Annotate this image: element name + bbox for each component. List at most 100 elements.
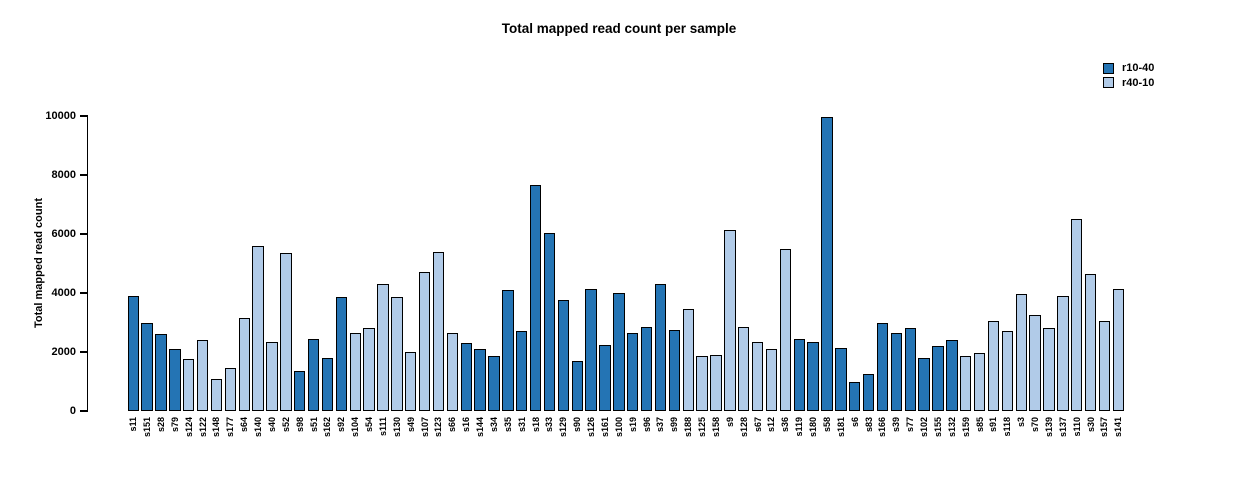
bar-s180 bbox=[807, 341, 819, 411]
x-tick-label-s31: s31 bbox=[516, 417, 527, 433]
bar-s137 bbox=[1057, 295, 1069, 411]
x-tick-label-s18: s18 bbox=[530, 417, 541, 433]
x-tick-label-s3: s3 bbox=[1016, 417, 1027, 428]
bar-s30 bbox=[1084, 273, 1097, 411]
y-tick-label: 8000 bbox=[51, 168, 76, 181]
x-tick-label-s30: s30 bbox=[1085, 417, 1096, 433]
x-tick-label-s125: s125 bbox=[697, 417, 708, 438]
x-tick-label-s100: s100 bbox=[613, 417, 624, 438]
x-tick-label-s157: s157 bbox=[1099, 417, 1110, 438]
x-tick-label-s12: s12 bbox=[766, 417, 777, 433]
bar-s9 bbox=[724, 229, 736, 411]
bar-s141 bbox=[1112, 288, 1125, 411]
x-tick-label-s130: s130 bbox=[391, 417, 402, 438]
bar-s124 bbox=[183, 359, 195, 411]
x-tick-label-s148: s148 bbox=[211, 417, 222, 438]
x-tick-label-s35: s35 bbox=[502, 417, 513, 433]
bar-s177 bbox=[224, 368, 237, 411]
x-tick-label-s83: s83 bbox=[863, 417, 874, 433]
legend-item-r40-10: r40-10 bbox=[1103, 76, 1154, 91]
bar-s40 bbox=[266, 341, 278, 411]
x-tick-label-s91: s91 bbox=[988, 417, 999, 433]
y-axis-title: Total mapped read count bbox=[33, 198, 45, 328]
bar-s188 bbox=[682, 309, 694, 411]
bar-s34 bbox=[488, 356, 500, 411]
y-tick-mark bbox=[80, 115, 87, 117]
x-tick-label-s151: s151 bbox=[142, 417, 153, 438]
y-tick-mark bbox=[80, 174, 87, 176]
x-tick-label-s64: s64 bbox=[239, 417, 250, 433]
bar-s11 bbox=[127, 295, 139, 411]
bar-s148 bbox=[210, 378, 223, 411]
x-tick-label-s137: s137 bbox=[1057, 417, 1068, 438]
x-tick-label-s49: s49 bbox=[405, 417, 416, 433]
x-tick-label-s90: s90 bbox=[572, 417, 583, 433]
y-tick-label: 10000 bbox=[45, 109, 76, 122]
x-tick-label-s39: s39 bbox=[891, 417, 902, 433]
x-tick-label-s92: s92 bbox=[336, 417, 347, 433]
x-tick-label-s102: s102 bbox=[919, 417, 930, 438]
bar-s129 bbox=[557, 300, 570, 411]
x-tick-label-s70: s70 bbox=[1030, 417, 1041, 433]
legend-label-r10-40: r10-40 bbox=[1122, 62, 1155, 75]
legend-swatch-r40-10 bbox=[1103, 77, 1114, 89]
x-tick-label-s139: s139 bbox=[1043, 417, 1054, 438]
x-tick-label-s155: s155 bbox=[932, 417, 943, 438]
chart-title: Total mapped read count per sample bbox=[501, 21, 737, 36]
x-tick-label-s40: s40 bbox=[266, 417, 277, 433]
bar-s107 bbox=[418, 272, 431, 411]
x-tick-label-s161: s161 bbox=[599, 417, 610, 438]
x-tick-label-s140: s140 bbox=[253, 417, 264, 438]
x-tick-label-s58: s58 bbox=[821, 417, 832, 433]
x-tick-label-s96: s96 bbox=[641, 417, 652, 433]
bar-s66 bbox=[446, 332, 459, 411]
bar-s16 bbox=[460, 343, 472, 411]
bar-s96 bbox=[640, 326, 653, 411]
x-tick-label-s166: s166 bbox=[877, 417, 888, 438]
x-tick-label-s52: s52 bbox=[280, 417, 291, 433]
x-tick-label-s104: s104 bbox=[350, 417, 361, 438]
x-tick-label-s98: s98 bbox=[294, 417, 305, 433]
bar-s151 bbox=[141, 322, 153, 411]
legend-swatch-r10-40 bbox=[1103, 62, 1114, 74]
bar-s104 bbox=[349, 332, 361, 411]
x-tick-label-s33: s33 bbox=[544, 417, 555, 433]
x-tick-label-s158: s158 bbox=[710, 417, 721, 438]
bar-s161 bbox=[599, 344, 611, 411]
bar-s126 bbox=[585, 288, 597, 411]
y-tick-mark bbox=[80, 351, 87, 353]
bar-s90 bbox=[571, 360, 583, 411]
x-tick-label-s118: s118 bbox=[1002, 417, 1013, 437]
x-tick-label-s128: s128 bbox=[738, 417, 749, 438]
x-tick-label-s9: s9 bbox=[724, 417, 735, 428]
x-tick-label-s66: s66 bbox=[447, 417, 458, 433]
x-tick-label-s11: s11 bbox=[128, 417, 139, 432]
x-tick-label-s177: s177 bbox=[225, 417, 236, 438]
x-tick-label-s79: s79 bbox=[169, 417, 180, 433]
bar-s102 bbox=[918, 357, 930, 411]
bar-s70 bbox=[1029, 315, 1041, 411]
bar-s39 bbox=[890, 332, 903, 411]
bar-s159 bbox=[960, 356, 972, 411]
bar-s83 bbox=[862, 374, 875, 411]
bar-s37 bbox=[654, 284, 667, 411]
legend-label-r40-10: r40-10 bbox=[1122, 76, 1155, 89]
bar-s49 bbox=[405, 352, 417, 411]
x-tick-label-s110: s110 bbox=[1071, 417, 1082, 437]
bar-s181 bbox=[835, 347, 847, 411]
bar-s91 bbox=[987, 321, 1000, 411]
bar-s128 bbox=[738, 326, 750, 411]
y-tick-label: 0 bbox=[69, 404, 76, 417]
bar-s85 bbox=[973, 353, 986, 411]
x-tick-label-s107: s107 bbox=[419, 417, 430, 438]
bar-s125 bbox=[696, 356, 708, 411]
x-tick-label-s36: s36 bbox=[780, 417, 791, 433]
bar-s31 bbox=[516, 331, 528, 411]
x-tick-label-s141: s141 bbox=[1113, 417, 1124, 438]
bar-s33 bbox=[543, 232, 556, 411]
legend-item-r10-40: r10-40 bbox=[1103, 61, 1154, 76]
x-tick-label-s123: s123 bbox=[433, 417, 444, 438]
x-tick-label-s180: s180 bbox=[808, 417, 819, 438]
y-axis-line bbox=[87, 115, 89, 412]
